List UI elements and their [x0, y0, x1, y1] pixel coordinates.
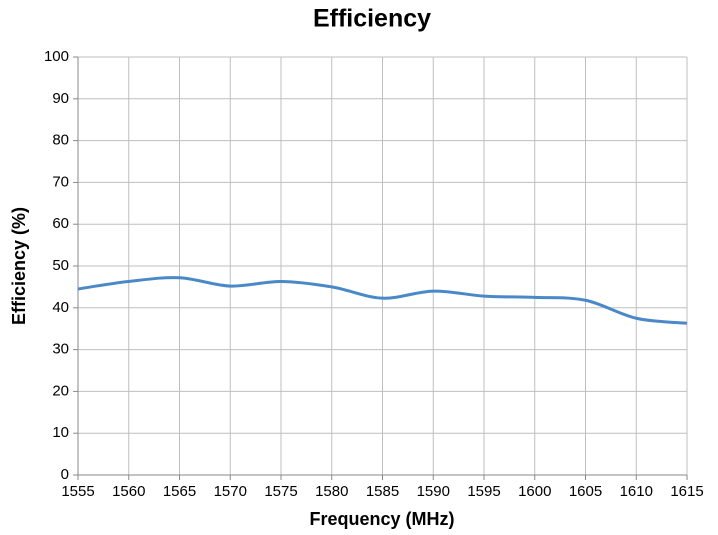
y-tick-label: 60 — [52, 215, 69, 232]
x-tick-label: 1595 — [467, 483, 500, 500]
y-axis-label: Efficiency (%) — [9, 207, 29, 325]
series-line — [77, 276, 688, 325]
x-tick-label: 1575 — [264, 483, 297, 500]
y-tick-label: 40 — [52, 299, 69, 316]
chart-title: Efficiency — [313, 5, 431, 33]
x-tick-label: 1615 — [670, 483, 703, 500]
x-tick-label: 1590 — [417, 483, 450, 500]
x-tick-label: 1585 — [366, 483, 399, 500]
y-tick-label: 20 — [52, 382, 69, 399]
x-tick-label: 1555 — [61, 483, 94, 500]
y-tick-label: 70 — [52, 173, 69, 190]
y-tick-label: 10 — [52, 424, 69, 441]
x-axis-label: Frequency (MHz) — [309, 509, 454, 529]
x-tick-label: 1580 — [315, 483, 348, 500]
y-tick-label: 30 — [52, 341, 69, 358]
y-tick-label: 100 — [44, 48, 69, 65]
x-tick-label: 1610 — [620, 483, 653, 500]
y-tick-label: 50 — [52, 257, 69, 274]
y-tick-label: 90 — [52, 90, 69, 107]
x-tick-label: 1570 — [214, 483, 247, 500]
x-tick-label: 1605 — [569, 483, 602, 500]
x-tick-label: 1600 — [518, 483, 551, 500]
y-tick-label: 80 — [52, 132, 69, 149]
x-tick-label: 1560 — [112, 483, 145, 500]
y-tick-label: 0 — [61, 466, 69, 483]
x-tick-label: 1565 — [163, 483, 196, 500]
